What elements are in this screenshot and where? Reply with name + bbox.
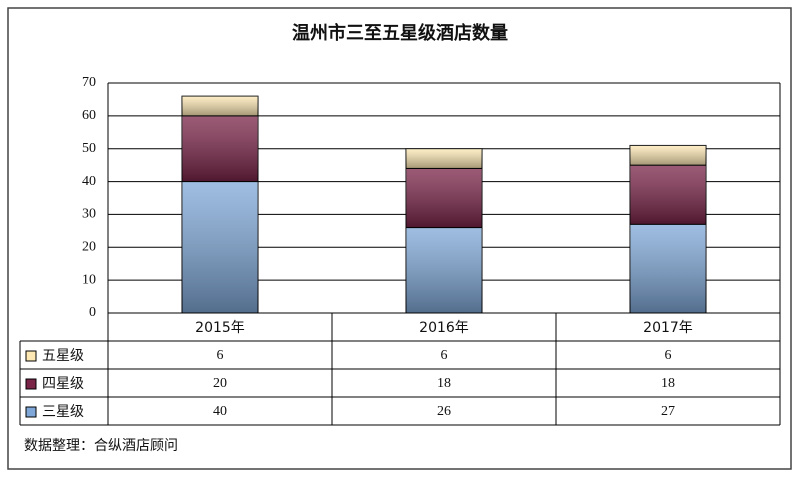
y-tick-label: 10 <box>82 272 96 287</box>
table-value: 18 <box>661 376 675 391</box>
y-tick-label: 30 <box>82 207 96 222</box>
bar-shade <box>182 115 258 182</box>
table-value: 6 <box>665 348 672 363</box>
table-value: 40 <box>213 404 227 419</box>
source-note: 数据整理：合纵酒店顾问 <box>24 438 178 454</box>
table-value: 27 <box>661 404 675 419</box>
legend-swatch <box>25 350 37 362</box>
x-tick-label: 2016年 <box>419 320 469 336</box>
frame <box>7 7 792 470</box>
bar-shade <box>182 96 258 116</box>
bar-shade <box>406 168 482 228</box>
legend-label: 五星级 <box>42 348 84 364</box>
legend-swatch <box>25 378 37 390</box>
chart-title: 温州市三至五星级酒店数量 <box>292 22 508 44</box>
bar-shade <box>406 227 482 313</box>
legend-label: 三星级 <box>42 404 84 420</box>
legend-swatch <box>25 406 37 418</box>
bar-shade <box>630 145 706 166</box>
y-tick-label: 50 <box>82 141 96 156</box>
y-tick-label: 0 <box>89 305 96 320</box>
legend-label: 四星级 <box>42 376 84 392</box>
table-value: 18 <box>437 376 451 391</box>
table-value: 26 <box>437 404 451 419</box>
y-tick-label: 20 <box>82 240 96 255</box>
y-tick-label: 70 <box>82 75 96 90</box>
x-tick-label: 2017年 <box>643 320 693 336</box>
bar-shade <box>406 148 482 169</box>
bar-shade <box>630 165 706 225</box>
table-value: 6 <box>441 348 448 363</box>
y-tick-label: 40 <box>82 174 96 189</box>
table-value: 6 <box>217 348 224 363</box>
table-value: 20 <box>213 376 227 391</box>
y-tick-label: 60 <box>82 108 96 123</box>
x-tick-label: 2015年 <box>195 320 245 336</box>
bar-shade <box>630 224 706 313</box>
bar-shade <box>182 181 258 313</box>
